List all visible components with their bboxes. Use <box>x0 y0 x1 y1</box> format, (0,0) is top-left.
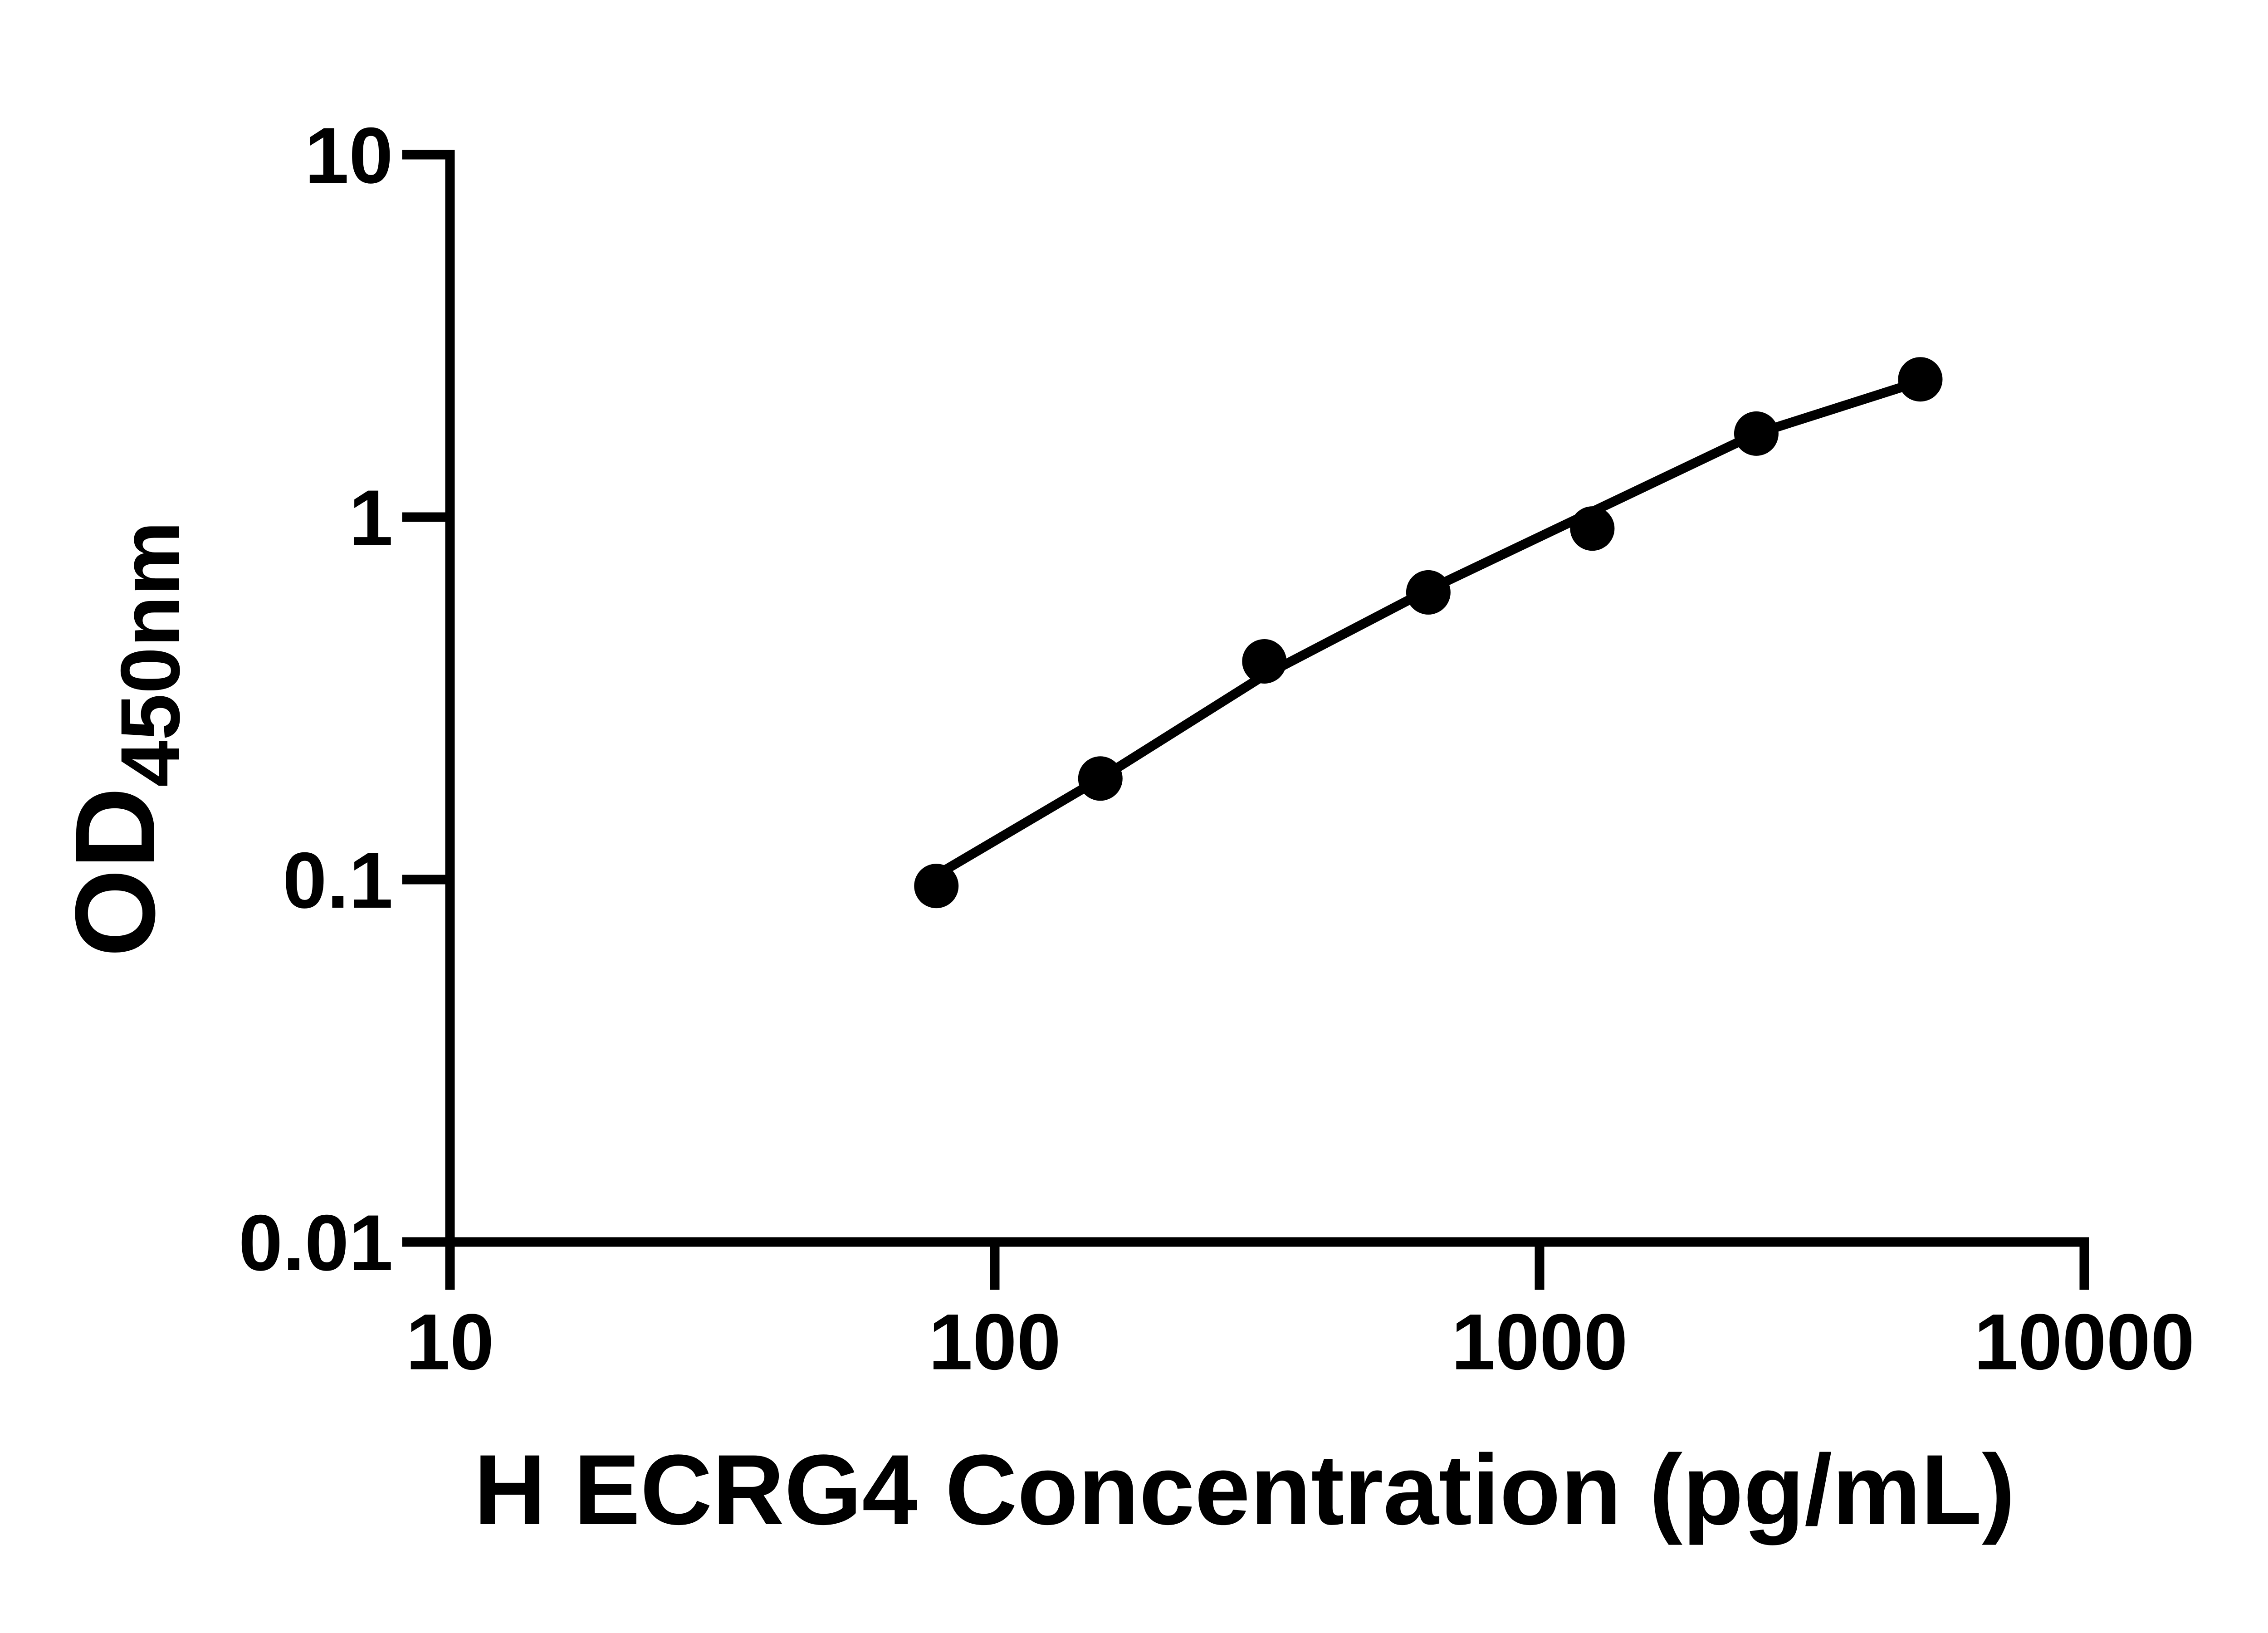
y-tick-label: 0.1 <box>283 836 393 925</box>
x-tick-label: 10000 <box>1974 1298 2195 1387</box>
x-tick-label: 100 <box>929 1298 1061 1387</box>
data-point-marker <box>1406 570 1451 615</box>
y-tick-label: 1 <box>349 474 393 562</box>
y-tick-label: 10 <box>305 112 393 200</box>
x-tick-label: 10 <box>406 1298 494 1387</box>
data-point-marker <box>1570 506 1615 551</box>
x-tick-label: 1000 <box>1451 1298 1628 1387</box>
y-axis-title-main: OD <box>52 787 178 957</box>
data-point-marker <box>1898 357 1943 402</box>
y-axis-title-subscript: 450nm <box>104 521 197 787</box>
standard-curve-line <box>937 376 1925 877</box>
x-axis-title: H ECRG4 Concentration (pg/mL) <box>474 1434 2015 1545</box>
y-axis-title: OD450nm <box>52 521 197 957</box>
data-point-marker <box>1078 756 1123 801</box>
data-point-marker <box>1242 639 1287 684</box>
data-point-marker <box>1734 411 1779 456</box>
data-point-marker <box>914 864 959 909</box>
y-tick-label: 0.01 <box>239 1199 393 1287</box>
